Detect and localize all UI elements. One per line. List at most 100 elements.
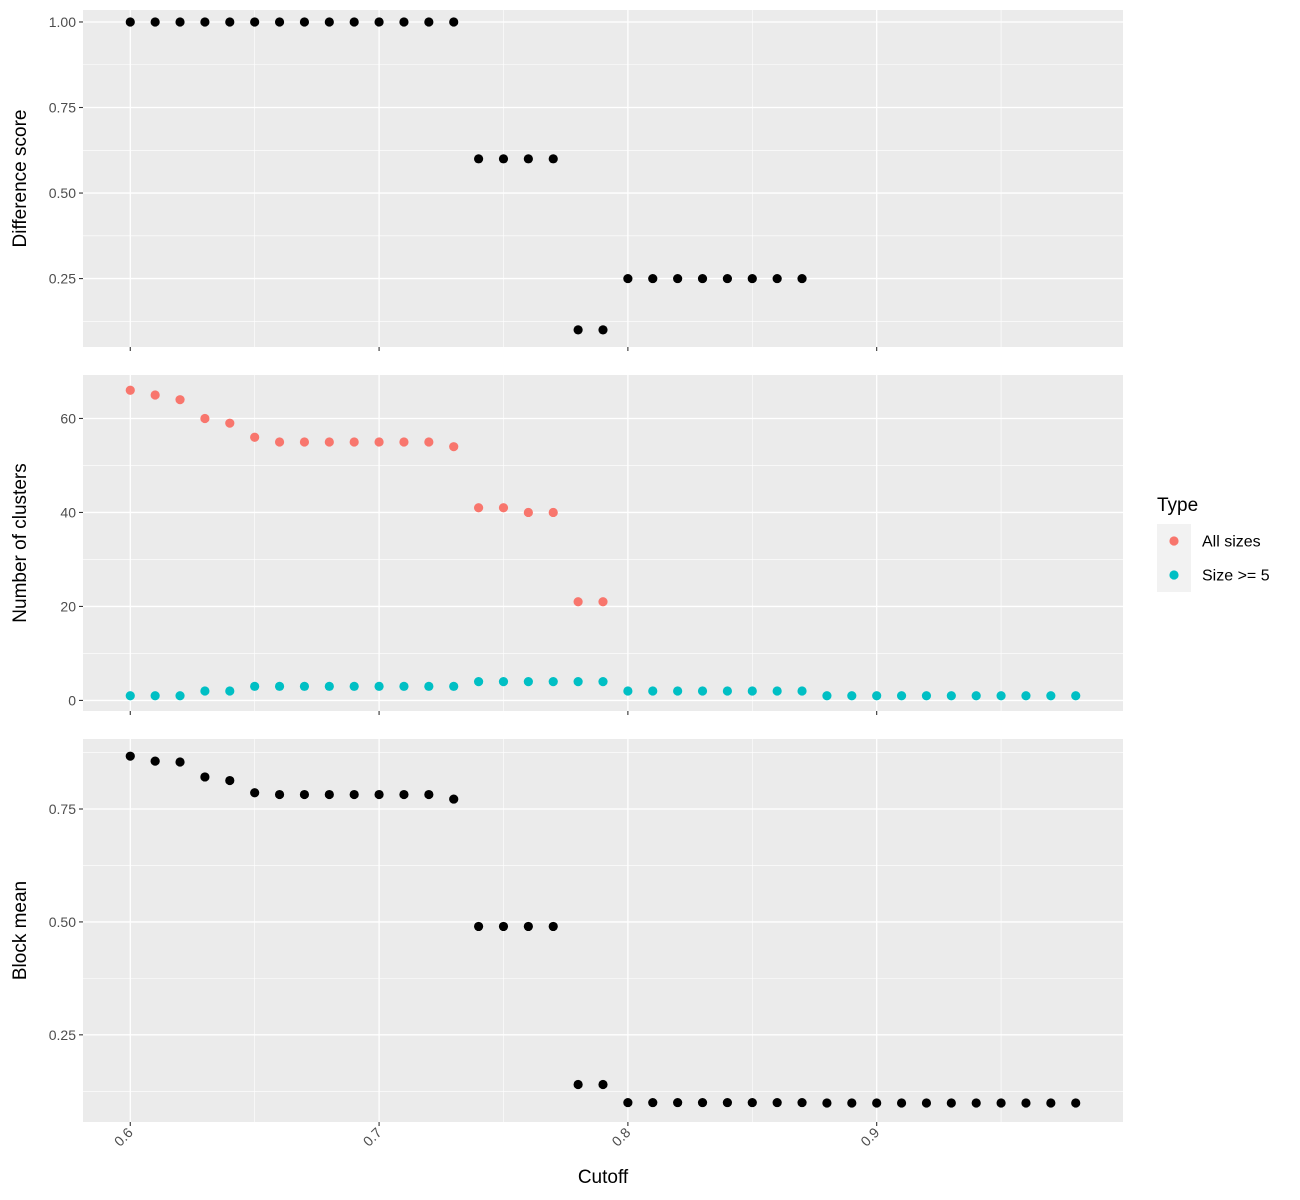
data-point xyxy=(200,686,210,696)
y-axis-title: Block mean xyxy=(10,881,31,980)
data-point xyxy=(449,17,459,27)
panel-background xyxy=(83,375,1123,711)
data-point xyxy=(896,691,907,701)
data-point xyxy=(598,325,608,335)
data-point xyxy=(449,681,459,691)
data-point xyxy=(498,154,509,164)
panel-background xyxy=(83,739,1123,1122)
data-point xyxy=(747,273,757,284)
legend-title: Type xyxy=(1157,495,1198,516)
series-size-5 xyxy=(125,677,1081,701)
data-point xyxy=(598,677,608,687)
y-axis-title: Number of clusters xyxy=(10,463,31,622)
data-point xyxy=(150,756,160,766)
data-point xyxy=(523,507,533,518)
data-point xyxy=(349,437,359,447)
data-point xyxy=(274,681,285,691)
data-point xyxy=(772,686,782,696)
data-point xyxy=(175,17,185,27)
data-point xyxy=(150,390,160,400)
data-point xyxy=(548,507,558,518)
data-point xyxy=(175,395,185,405)
data-point xyxy=(673,1097,683,1108)
y-tick-label: 0.25 xyxy=(49,271,76,287)
data-point xyxy=(648,686,658,696)
y-tick-label: 0.25 xyxy=(49,1027,76,1043)
data-point xyxy=(1071,1098,1081,1108)
data-point xyxy=(722,686,733,696)
y-tick-label: 40 xyxy=(60,504,76,520)
data-point xyxy=(1021,1098,1031,1108)
data-point xyxy=(971,691,981,701)
data-point xyxy=(399,17,409,27)
data-point xyxy=(648,1097,658,1108)
data-point xyxy=(274,437,285,447)
legend: Type All sizes Size >= 5 xyxy=(1157,495,1270,592)
data-point xyxy=(424,17,434,27)
series-0 xyxy=(125,17,807,335)
data-point xyxy=(523,921,533,932)
data-point xyxy=(399,437,409,447)
data-point xyxy=(697,1097,708,1108)
data-point xyxy=(673,686,683,696)
data-point xyxy=(623,1097,633,1108)
data-point xyxy=(872,691,882,701)
data-point xyxy=(424,437,434,447)
x-tick-label: 0.7 xyxy=(360,1124,385,1149)
data-point xyxy=(498,503,509,513)
data-point xyxy=(399,681,409,691)
data-point xyxy=(872,1098,882,1108)
panel-top: 0.25 0.50 0.75 1.00 Difference score xyxy=(10,10,1123,351)
data-point xyxy=(523,154,533,164)
data-point xyxy=(225,686,235,696)
x-axis-title: Cutoff xyxy=(578,1167,629,1188)
data-point xyxy=(473,503,484,513)
data-point xyxy=(424,681,434,691)
data-point xyxy=(623,686,633,696)
data-point xyxy=(548,921,558,932)
data-point xyxy=(299,17,310,27)
data-point xyxy=(573,597,583,607)
series-0 xyxy=(125,751,1081,1108)
data-point xyxy=(324,17,334,27)
data-point xyxy=(996,691,1006,701)
data-point xyxy=(623,273,633,284)
data-point xyxy=(150,17,160,27)
data-point xyxy=(150,691,160,701)
data-point xyxy=(250,432,260,442)
y-tick-label: 0.75 xyxy=(49,801,76,817)
data-point xyxy=(1046,691,1056,701)
y-tick-label: 60 xyxy=(60,410,76,426)
data-point xyxy=(772,273,782,284)
data-point xyxy=(523,677,533,687)
data-point xyxy=(349,681,359,691)
data-point xyxy=(274,789,285,800)
data-point xyxy=(200,17,210,27)
data-point xyxy=(125,385,135,395)
data-point xyxy=(250,17,260,27)
data-point xyxy=(175,691,185,701)
data-point xyxy=(573,1079,583,1090)
data-point xyxy=(946,1098,956,1108)
legend-swatch xyxy=(1169,536,1179,546)
data-point xyxy=(573,677,583,687)
data-point xyxy=(349,17,359,27)
y-axis-title: Difference score xyxy=(10,110,31,248)
y-tick-label: 0.50 xyxy=(49,914,76,930)
data-point xyxy=(374,437,384,447)
data-point xyxy=(200,413,210,424)
legend-label: Size >= 5 xyxy=(1202,568,1270,585)
data-point xyxy=(697,686,708,696)
data-point xyxy=(1021,691,1031,701)
data-point xyxy=(349,789,359,800)
data-point xyxy=(921,691,932,701)
data-point xyxy=(374,17,384,27)
data-point xyxy=(324,437,334,447)
data-point xyxy=(598,1079,608,1090)
series-all-sizes xyxy=(125,385,608,607)
data-point xyxy=(1046,1098,1056,1108)
data-point xyxy=(449,442,459,452)
data-point xyxy=(498,677,509,687)
data-point xyxy=(200,772,210,782)
data-point xyxy=(996,1098,1006,1108)
